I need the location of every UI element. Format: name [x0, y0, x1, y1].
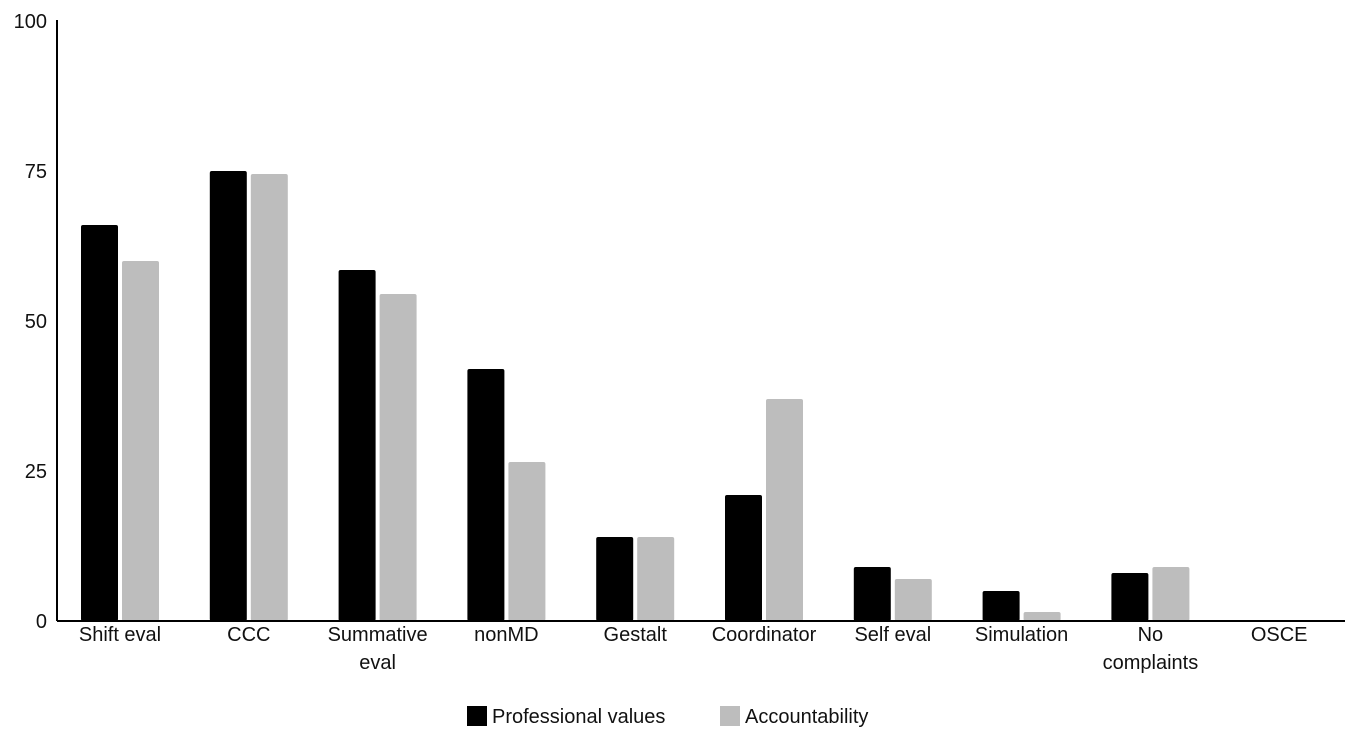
bar-accountability: [379, 294, 417, 621]
bar-professional-values: [853, 567, 891, 621]
legend-label: Professional values: [492, 706, 665, 728]
legend-swatch: [467, 706, 487, 726]
y-tick-label: 100: [14, 11, 47, 33]
bars-group: [81, 171, 1190, 621]
x-category-label: Shift eval: [79, 624, 161, 646]
bar-accountability: [1152, 567, 1190, 621]
bar-professional-values: [338, 270, 376, 621]
bar-accountability: [250, 174, 288, 621]
bar-professional-values: [596, 537, 634, 621]
legend: Professional values Accountability: [467, 706, 868, 728]
bar-professional-values: [209, 171, 247, 621]
y-tick-label: 75: [25, 161, 47, 183]
x-category-label: nonMD: [474, 624, 538, 646]
x-category-label: No: [1138, 624, 1164, 646]
bar-accountability: [766, 399, 803, 621]
x-category-label: CCC: [227, 624, 270, 646]
bar-professional-values: [725, 495, 762, 621]
x-category-label: Summative: [328, 624, 428, 646]
legend-swatch: [720, 706, 740, 726]
x-category-label: eval: [359, 652, 396, 674]
bar-accountability: [894, 579, 932, 621]
legend-label: Accountability: [745, 706, 868, 728]
bar-accountability: [1023, 612, 1061, 621]
x-category-label: Coordinator: [712, 624, 817, 646]
bar-professional-values: [1111, 573, 1149, 621]
x-category-label: Simulation: [975, 624, 1068, 646]
bar-professional-values: [467, 369, 505, 621]
y-tick-label: 50: [25, 311, 47, 333]
x-category-label: Gestalt: [604, 624, 668, 646]
x-category-label: Self eval: [854, 624, 931, 646]
bar-professional-values: [982, 591, 1020, 621]
y-axis-ticks: 0 25 50 75 100: [14, 11, 47, 633]
x-axis-category-labels: Shift eval CCC Summative eval nonMD Gestalt Co…: [79, 624, 1308, 674]
y-tick-label: 25: [25, 461, 47, 483]
bar-accountability: [508, 462, 546, 621]
x-category-label: complaints: [1103, 652, 1199, 674]
bar-professional-values: [81, 225, 118, 621]
bar-accountability: [122, 261, 159, 621]
bar-accountability: [637, 537, 675, 621]
x-category-label: OSCE: [1251, 624, 1308, 646]
y-tick-label: 0: [36, 611, 47, 633]
